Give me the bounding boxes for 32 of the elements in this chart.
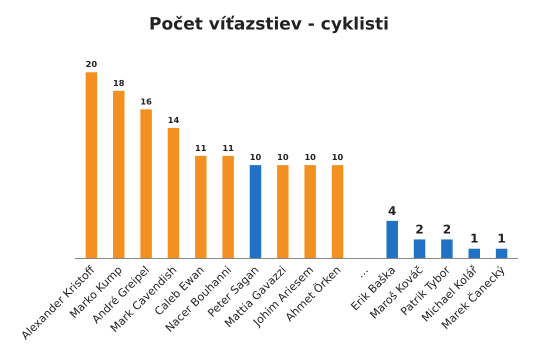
bar (414, 239, 426, 258)
data-label: 10 (277, 152, 289, 162)
data-label: 10 (332, 152, 344, 162)
data-label: 20 (86, 59, 98, 70)
bar (250, 165, 262, 258)
data-label: 2 (442, 222, 452, 236)
bar (86, 72, 98, 258)
bar (168, 128, 180, 258)
bar (468, 248, 480, 258)
bar (140, 109, 152, 258)
bar (332, 165, 344, 258)
data-label: 1 (470, 232, 478, 246)
data-label: 11 (195, 142, 207, 153)
data-label: 14 (168, 114, 180, 125)
bar (304, 165, 316, 258)
data-label: 11 (222, 142, 234, 153)
data-label: 2 (415, 222, 424, 236)
chart-title: Počet víťazstiev - cyklisti (149, 14, 389, 35)
bar (496, 248, 508, 258)
bar (113, 90, 124, 258)
bar (277, 165, 289, 258)
data-label: 10 (250, 152, 262, 162)
data-label: 10 (304, 152, 316, 162)
data-label: 16 (140, 96, 152, 106)
bar (222, 156, 234, 258)
data-label: 18 (113, 78, 125, 88)
bar (195, 156, 207, 258)
data-label: 4 (388, 204, 396, 218)
bar (386, 220, 398, 258)
x-tick-label: … (354, 264, 371, 280)
data-label: 1 (497, 232, 506, 246)
bar (441, 239, 453, 258)
